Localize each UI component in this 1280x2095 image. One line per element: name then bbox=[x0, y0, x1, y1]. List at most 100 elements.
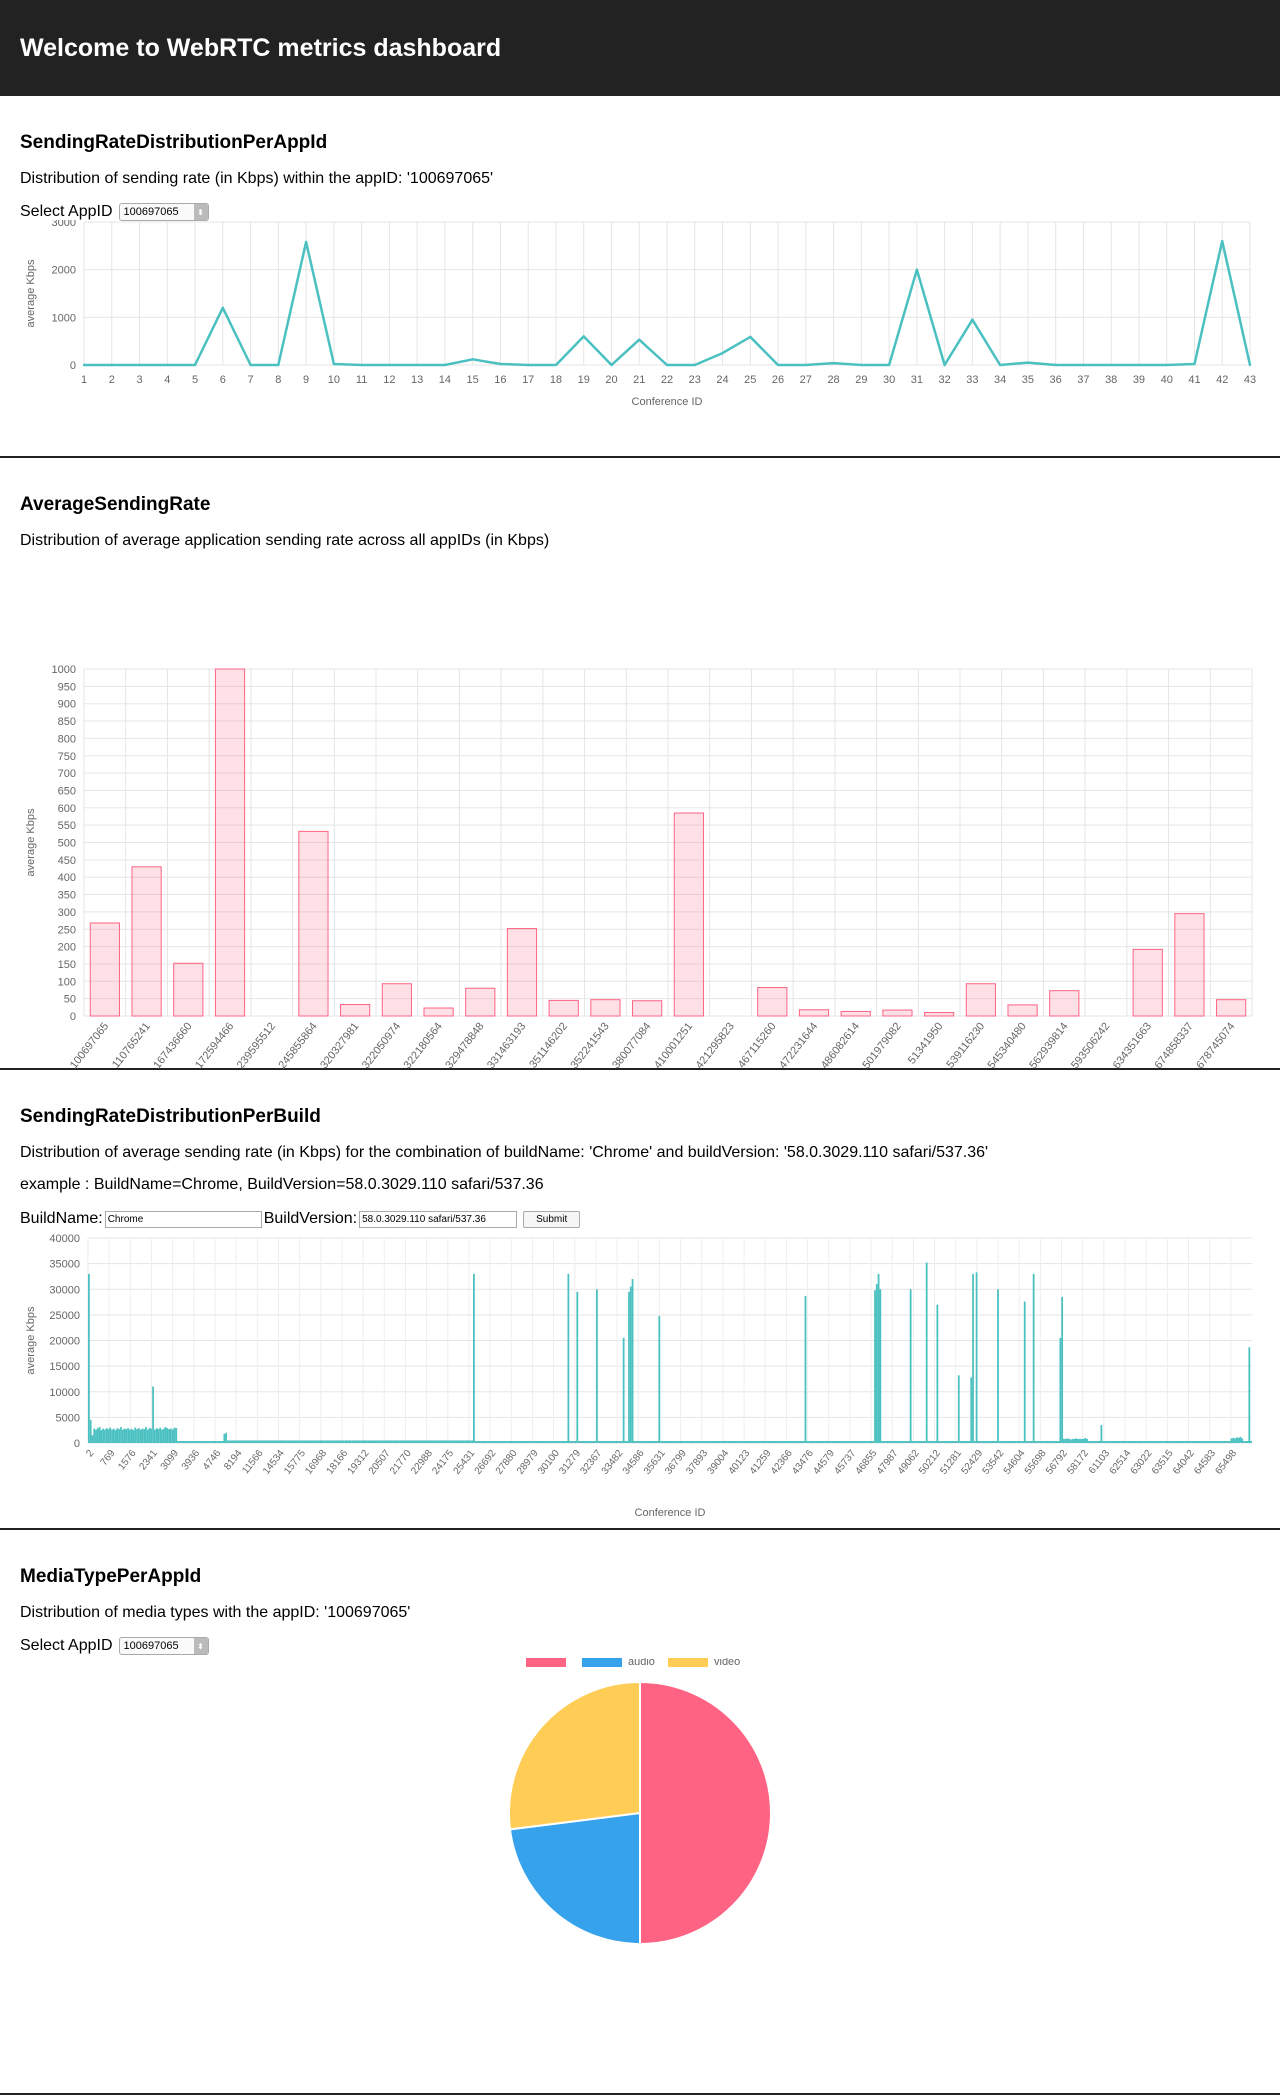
y-tick-label: 200 bbox=[58, 942, 76, 954]
bar bbox=[681, 1441, 684, 1443]
bar bbox=[173, 1427, 176, 1443]
bar bbox=[474, 1441, 477, 1443]
bar bbox=[1112, 1441, 1115, 1443]
data-point bbox=[388, 363, 391, 367]
y-axis-label: average Kbps bbox=[25, 808, 37, 876]
bar bbox=[743, 1441, 746, 1443]
x-tick-label: 19312 bbox=[346, 1448, 372, 1477]
x-tick-label: 245855864 bbox=[276, 1020, 319, 1071]
bar bbox=[717, 1441, 720, 1443]
x-tick-label: 43 bbox=[1244, 374, 1256, 386]
bar bbox=[540, 1441, 543, 1443]
bar bbox=[654, 1441, 657, 1443]
build-name-input[interactable] bbox=[104, 1210, 262, 1228]
bar bbox=[1048, 1441, 1051, 1443]
bar bbox=[526, 1441, 529, 1443]
bar bbox=[1050, 1441, 1053, 1443]
data-point bbox=[776, 363, 780, 367]
data-point bbox=[110, 363, 113, 367]
bar bbox=[1211, 1441, 1213, 1443]
bar bbox=[169, 1428, 172, 1443]
bar bbox=[720, 1441, 723, 1443]
bar bbox=[745, 1441, 748, 1443]
bar bbox=[439, 1440, 441, 1443]
bar bbox=[934, 1441, 937, 1443]
bar bbox=[380, 1440, 383, 1443]
bar bbox=[563, 1441, 566, 1443]
bar bbox=[950, 1441, 953, 1443]
data-point bbox=[193, 363, 197, 367]
bar bbox=[865, 1441, 867, 1443]
data-point bbox=[166, 363, 169, 367]
bar bbox=[815, 1441, 818, 1443]
x-tick-label: 31 bbox=[911, 374, 923, 386]
bar bbox=[1130, 1441, 1133, 1443]
bar bbox=[695, 1441, 698, 1443]
bar bbox=[1235, 1437, 1238, 1443]
bar bbox=[1091, 1441, 1094, 1443]
bar bbox=[1125, 1441, 1128, 1443]
x-tick-label: 21 bbox=[633, 374, 645, 386]
bar bbox=[661, 1441, 664, 1443]
bar bbox=[628, 1291, 630, 1443]
appid-select[interactable]: 100697065 ⬍ bbox=[118, 203, 209, 221]
x-tick-label: 27 bbox=[800, 374, 812, 386]
bar bbox=[1093, 1441, 1096, 1443]
bar bbox=[827, 1441, 830, 1443]
bar bbox=[546, 1441, 548, 1443]
bar bbox=[127, 1428, 129, 1443]
bar bbox=[733, 1441, 736, 1443]
bar bbox=[1105, 1441, 1108, 1443]
bar bbox=[383, 1440, 386, 1443]
bar bbox=[155, 1428, 158, 1443]
bar bbox=[367, 1440, 370, 1443]
bar bbox=[970, 1377, 973, 1443]
bar bbox=[1141, 1441, 1144, 1443]
sending-rate-per-build-bar-chart: 0 5000 10000 15000 20000 25000 30000 35000 40000… bbox=[25, 1233, 1252, 1519]
x-tick-label: 501979082 bbox=[860, 1020, 903, 1071]
bar bbox=[947, 1441, 949, 1443]
data-point bbox=[277, 363, 280, 367]
bar bbox=[704, 1441, 707, 1443]
bar bbox=[497, 1441, 500, 1443]
bar bbox=[98, 1427, 101, 1443]
bar bbox=[968, 1441, 971, 1443]
x-tick-label: 17 bbox=[522, 374, 534, 386]
bar bbox=[792, 1441, 794, 1443]
bar bbox=[1007, 1441, 1010, 1443]
bar bbox=[760, 1441, 762, 1443]
bar bbox=[1080, 1438, 1083, 1443]
y-tick-label: 750 bbox=[58, 751, 76, 763]
bar bbox=[843, 1441, 846, 1443]
bar bbox=[294, 1440, 297, 1443]
bar bbox=[456, 1440, 459, 1443]
section-description: Distribution of media types with the app… bbox=[20, 1604, 411, 1621]
bar bbox=[494, 1441, 497, 1443]
bar bbox=[88, 1273, 90, 1443]
bar bbox=[781, 1441, 784, 1443]
bar bbox=[330, 1440, 333, 1443]
bar bbox=[731, 1441, 734, 1443]
y-tick-label: 1000 bbox=[52, 312, 76, 324]
data-point bbox=[749, 335, 752, 339]
submit-button[interactable]: Submit bbox=[523, 1210, 581, 1228]
bar bbox=[943, 1441, 946, 1443]
bar bbox=[724, 1441, 727, 1443]
bar bbox=[465, 1440, 468, 1443]
bar bbox=[979, 1441, 982, 1443]
bar bbox=[449, 1440, 452, 1443]
bar bbox=[1241, 1438, 1244, 1443]
appid-select[interactable]: 100697065 ⬍ bbox=[118, 1637, 209, 1655]
bar bbox=[1174, 913, 1205, 1017]
bar bbox=[1002, 1441, 1005, 1443]
bar bbox=[262, 1440, 265, 1443]
bar bbox=[829, 1441, 832, 1443]
bar bbox=[496, 1441, 498, 1443]
bar bbox=[1070, 1439, 1072, 1443]
bar bbox=[340, 1004, 371, 1017]
x-tick-label: 331463193 bbox=[485, 1020, 528, 1071]
build-version-input[interactable] bbox=[359, 1210, 518, 1228]
y-tick-label: 350 bbox=[58, 890, 76, 902]
x-tick-label: 322180564 bbox=[402, 1020, 445, 1071]
bar bbox=[524, 1441, 527, 1443]
